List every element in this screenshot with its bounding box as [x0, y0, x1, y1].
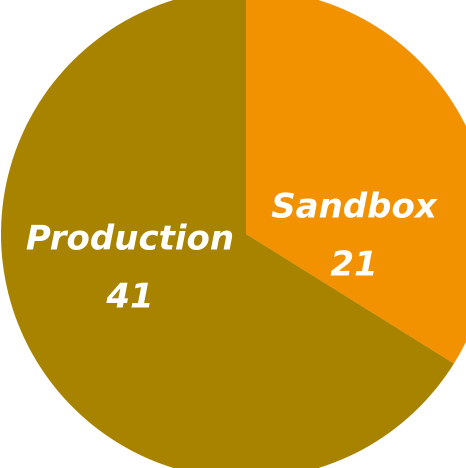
pie-labels: Sandbox 21 Production 41 [26, 187, 438, 317]
pie-label-name-production: Production [26, 219, 234, 259]
pie-slice-sandbox [246, 0, 466, 364]
pie-label-value-production: 41 [105, 277, 153, 317]
pie-label-value-sandbox: 21 [330, 245, 377, 285]
pie-label-name-sandbox: Sandbox [271, 187, 438, 227]
pie-slice-production [1, 0, 454, 468]
